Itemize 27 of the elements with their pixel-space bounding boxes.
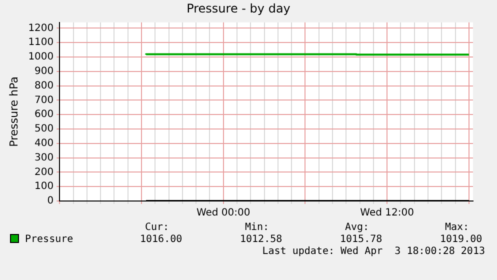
text: 1012.58 [240,234,282,245]
y-tick-label: 1100 [28,37,54,48]
x-tick-label: Wed 00:00 [196,208,250,219]
text: 1015.78 [340,234,382,245]
y-tick-label: 900 [34,66,54,77]
y-tick-label: 600 [34,109,54,120]
y-tick-label: 400 [34,138,54,149]
y-tick-label: 200 [34,166,54,178]
y-tick-label: 1000 [28,52,54,63]
text: Cur: [145,222,170,233]
text: Avg: [345,222,370,233]
y-tick-label: 0 [47,196,54,207]
chart-title: Pressure - by day [186,1,290,16]
y-tick-label: 300 [34,152,54,164]
text: 1016.00 [140,234,182,245]
y-axis-title: Pressure hPa [7,76,20,147]
y-tick-label: 1200 [28,22,54,34]
text: Last update: Wed Apr 3 18:00:28 2013 [262,246,485,257]
text: Max: [445,222,470,233]
y-tick-label: 800 [34,80,54,92]
x-tick-label: Wed 12:00 [360,208,414,219]
text: Min: [245,222,270,233]
text: 1019.00 [440,234,482,245]
y-tick-label: 700 [34,94,54,106]
y-tick-label: 500 [34,124,54,135]
legend-label: Pressure [24,234,74,245]
y-tick-label: 100 [34,181,54,192]
